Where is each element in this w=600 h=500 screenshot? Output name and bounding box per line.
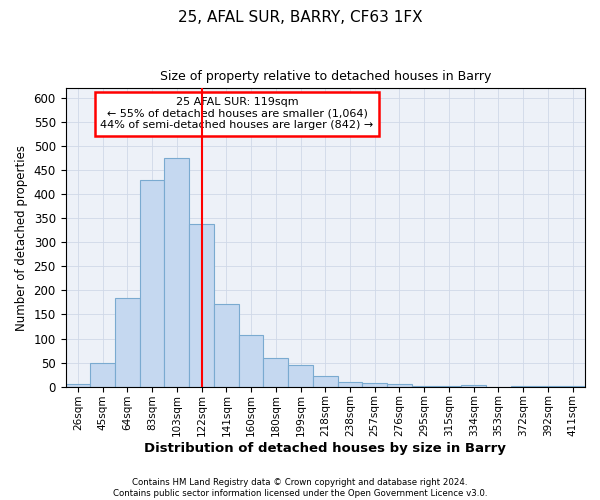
Text: 25, AFAL SUR, BARRY, CF63 1FX: 25, AFAL SUR, BARRY, CF63 1FX	[178, 10, 422, 25]
Bar	[189, 224, 214, 386]
Text: Contains HM Land Registry data © Crown copyright and database right 2024.
Contai: Contains HM Land Registry data © Crown c…	[113, 478, 487, 498]
Bar	[65, 384, 90, 386]
Bar	[164, 158, 189, 386]
Title: Size of property relative to detached houses in Barry: Size of property relative to detached ho…	[160, 70, 491, 83]
Bar	[313, 376, 338, 386]
Bar	[239, 335, 263, 386]
Bar	[140, 180, 164, 386]
X-axis label: Distribution of detached houses by size in Barry: Distribution of detached houses by size …	[145, 442, 506, 455]
Bar	[288, 365, 313, 386]
Bar	[214, 304, 239, 386]
Bar	[387, 384, 412, 386]
Bar	[338, 382, 362, 386]
Y-axis label: Number of detached properties: Number of detached properties	[15, 144, 28, 330]
Bar	[461, 385, 486, 386]
Bar	[362, 383, 387, 386]
Text: 25 AFAL SUR: 119sqm
← 55% of detached houses are smaller (1,064)
44% of semi-det: 25 AFAL SUR: 119sqm ← 55% of detached ho…	[100, 98, 374, 130]
Bar	[263, 358, 288, 386]
Bar	[90, 362, 115, 386]
Bar	[115, 298, 140, 386]
